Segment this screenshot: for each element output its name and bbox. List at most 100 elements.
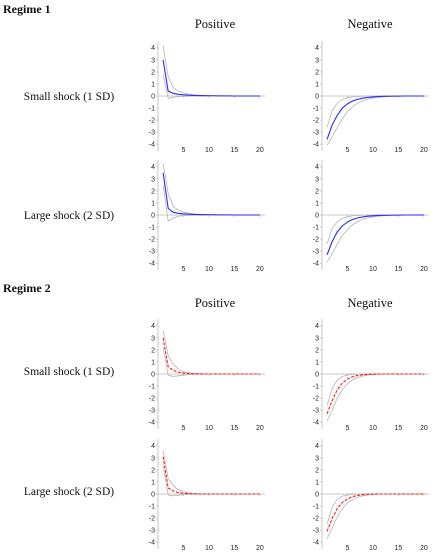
y-tick-label: 4: [151, 443, 155, 450]
y-tick-label: 4: [151, 45, 155, 52]
y-tick-label: -2: [149, 395, 155, 402]
y-tick-label: 0: [315, 93, 319, 100]
y-tick-label: 2: [315, 467, 319, 474]
x-tick-label: 15: [231, 545, 239, 552]
row-label-large-shock-2: Large shock (2 SD): [23, 486, 115, 498]
y-tick-label: -3: [149, 528, 155, 535]
y-tick-label: 3: [315, 57, 319, 64]
column-header-negative: Negative: [347, 17, 393, 31]
y-tick-label: -4: [149, 540, 155, 547]
upper-band-line: [162, 330, 260, 375]
x-tick-label: 10: [369, 266, 377, 273]
x-tick-label: 10: [369, 545, 377, 552]
x-tick-label: 15: [231, 266, 239, 273]
x-tick-label: 15: [231, 147, 239, 154]
y-tick-label: 1: [315, 81, 319, 88]
x-tick-label: 15: [395, 147, 403, 154]
x-tick-label: 15: [395, 545, 403, 552]
x-tick-label: 10: [205, 147, 213, 154]
x-tick-label: 10: [369, 147, 377, 154]
x-tick-label: 20: [256, 147, 264, 154]
y-tick-label: 4: [151, 164, 155, 171]
y-tick-label: 0: [151, 93, 155, 100]
y-tick-label: 3: [315, 176, 319, 183]
y-tick-label: 2: [151, 188, 155, 195]
y-tick-label: -3: [149, 408, 155, 415]
x-tick-label: 5: [182, 266, 186, 273]
y-tick-label: -4: [313, 261, 319, 268]
impulse-response-line: [326, 493, 424, 532]
x-tick-label: 5: [182, 147, 186, 154]
y-tick-label: -4: [149, 420, 155, 427]
regime-2-title: Regime 2: [3, 281, 51, 295]
lower-band-line: [326, 373, 424, 422]
regime-1-title: Regime 1: [3, 2, 51, 16]
y-tick-label: -3: [149, 249, 155, 256]
y-tick-label: 2: [315, 188, 319, 195]
y-tick-label: 4: [315, 323, 319, 330]
x-tick-label: 20: [420, 545, 428, 552]
upper-band-line: [162, 450, 260, 495]
upper-band-line: [326, 95, 424, 128]
y-tick-label: -1: [313, 383, 319, 390]
y-tick-label: -2: [313, 117, 319, 124]
y-tick-label: -3: [313, 249, 319, 256]
x-tick-label: 15: [231, 425, 239, 432]
y-tick-label: 1: [151, 359, 155, 366]
lower-band-line: [162, 74, 260, 99]
y-tick-label: -1: [149, 224, 155, 231]
lower-band-line: [326, 214, 424, 263]
x-tick-label: 10: [205, 425, 213, 432]
x-tick-label: 15: [395, 425, 403, 432]
lower-band-line: [162, 184, 260, 222]
y-tick-label: -4: [313, 420, 319, 427]
y-tick-label: 3: [315, 455, 319, 462]
y-tick-label: 3: [151, 335, 155, 342]
y-tick-label: 0: [151, 212, 155, 219]
y-tick-label: -2: [313, 236, 319, 243]
y-tick-label: 4: [151, 323, 155, 330]
y-tick-label: -3: [313, 408, 319, 415]
y-tick-label: 4: [315, 45, 319, 52]
x-tick-label: 5: [346, 425, 350, 432]
y-tick-label: 2: [315, 69, 319, 76]
y-tick-label: -4: [313, 540, 319, 547]
y-tick-label: 1: [315, 479, 319, 486]
y-tick-label: 0: [315, 371, 319, 378]
impulse-response-line: [162, 59, 260, 97]
lower-band-line: [326, 95, 424, 146]
x-tick-label: 20: [420, 266, 428, 273]
y-tick-label: 4: [315, 443, 319, 450]
y-tick-label: 0: [151, 491, 155, 498]
upper-band-line: [162, 163, 260, 216]
column-header-positive-2: Positive: [194, 296, 236, 310]
y-tick-label: 2: [151, 467, 155, 474]
y-tick-label: 2: [151, 69, 155, 76]
y-tick-label: -1: [149, 105, 155, 112]
x-tick-label: 10: [205, 545, 213, 552]
column-header-negative-2: Negative: [347, 296, 393, 310]
y-tick-label: 3: [151, 57, 155, 64]
impulse-response-line: [162, 456, 260, 495]
row-label-small-shock-2: Small shock (1 SD): [23, 366, 115, 378]
y-tick-label: 3: [151, 176, 155, 183]
x-tick-label: 10: [369, 425, 377, 432]
y-tick-label: 1: [315, 359, 319, 366]
upper-band-line: [162, 45, 260, 97]
upper-band-line: [326, 373, 424, 406]
y-tick-label: -3: [149, 130, 155, 137]
y-tick-label: -4: [313, 142, 319, 149]
x-tick-label: 15: [395, 266, 403, 273]
y-tick-label: -2: [149, 117, 155, 124]
y-tick-label: 1: [151, 200, 155, 207]
x-tick-label: 20: [420, 147, 428, 154]
y-tick-label: -1: [313, 224, 319, 231]
y-tick-label: -1: [313, 105, 319, 112]
y-tick-label: 2: [151, 347, 155, 354]
y-tick-label: 0: [315, 491, 319, 498]
y-tick-label: -2: [149, 236, 155, 243]
lower-band-line: [162, 347, 260, 377]
